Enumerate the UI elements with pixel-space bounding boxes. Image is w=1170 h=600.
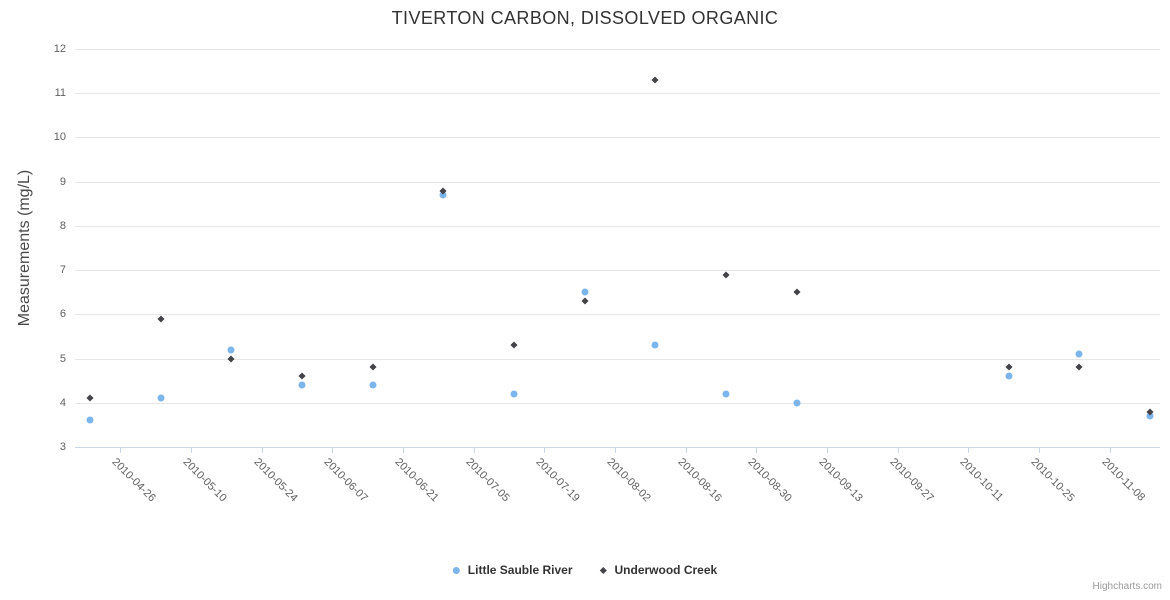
data-point-diamond[interactable] [793,288,801,296]
highcharts-credit-link[interactable]: Highcharts.com [1092,581,1162,592]
data-point-circle[interactable] [510,390,518,398]
y-gridline [75,181,1160,183]
data-point-diamond[interactable] [722,270,730,279]
x-axis-tick-label: 2010-08-02 [604,456,653,505]
data-point-circle[interactable] [722,390,730,398]
data-point-circle[interactable] [86,416,94,424]
x-axis-tick-label: 2010-06-21 [392,456,441,505]
x-axis-tick-label: 2010-08-30 [745,456,795,505]
x-axis-tick [968,448,970,453]
data-point-diamond[interactable] [157,315,165,323]
y-gridline [75,270,1160,272]
y-gridline [75,225,1160,227]
data-point-diamond[interactable] [369,363,377,371]
y-gridline [75,314,1160,316]
y-axis-tick-label: 8 [59,219,66,232]
y-gridline [75,137,1160,139]
data-point-diamond[interactable] [86,394,94,402]
y-axis-tick-label: 7 [59,264,66,277]
legend: Little Sauble River Underwood Creek [452,562,718,579]
y-axis-tick-label: 3 [59,441,66,453]
data-point-diamond[interactable] [1075,363,1083,371]
x-axis-tick [403,448,405,453]
y-axis-tick-label: 5 [59,352,66,365]
x-axis-tick-label: 2010-07-05 [463,456,512,505]
x-axis-tick-label: 2010-05-10 [180,456,229,505]
x-axis-tick [332,448,334,453]
legend-item-label: Little Sauble River [467,563,573,577]
x-axis-tick-label: 2010-08-16 [675,456,724,505]
y-gridline [75,93,1160,95]
data-point-circle[interactable] [793,399,801,407]
y-gridline [75,402,1160,404]
x-axis-tick-label: 2010-09-27 [887,456,936,505]
y-axis-tick-label: 9 [59,175,66,188]
chart-title: TIVERTON CARBON, DISSOLVED ORGANIC [391,8,779,28]
legend-item[interactable]: Little Sauble River [452,562,573,579]
data-point-circle[interactable] [157,394,165,402]
x-axis-tick [1038,448,1040,453]
data-point-circle[interactable] [1075,350,1083,358]
data-point-diamond[interactable] [651,76,659,84]
y-axis-tick-label: 4 [59,396,66,409]
data-point-circle[interactable] [651,341,659,349]
x-axis-tick [897,448,899,453]
x-axis-tick [261,448,263,453]
y-axis-tick-label: 12 [53,43,66,55]
data-point-diamond[interactable] [581,297,589,305]
x-axis-tick [685,448,687,453]
x-axis-tick [1109,448,1111,453]
data-point-diamond[interactable] [298,372,306,380]
x-axis-tick [826,448,828,453]
data-point-circle[interactable] [439,191,447,199]
data-point-circle[interactable] [298,381,306,389]
x-axis-tick-label: 2010-07-19 [533,456,583,505]
data-point-circle[interactable] [581,288,589,296]
data-point-diamond[interactable] [1005,363,1013,371]
x-axis-tick [191,448,193,453]
data-point-circle[interactable] [1005,372,1013,380]
legend-item[interactable]: Underwood Creek [599,562,718,579]
y-axis-tick-label: 6 [59,308,66,321]
y-axis-title: Measurements (mg/L) [16,169,33,327]
x-axis-tick [614,448,616,453]
x-axis-tick-label: 2010-05-24 [251,456,300,505]
x-axis-tick [544,448,546,453]
x-axis-tick-label: 2010-06-07 [321,456,371,505]
data-point-circle[interactable] [369,381,377,389]
plot-area [75,49,1160,448]
circle-marker-icon [452,567,460,574]
x-axis-tick [120,448,122,453]
diamond-marker-icon [599,566,607,575]
x-axis-tick [473,448,475,453]
x-axis-tick-label: 2010-09-13 [816,456,865,505]
y-gridline [75,49,1160,50]
y-axis-tick-label: 10 [53,131,66,144]
y-axis-tick-label: 11 [54,87,66,100]
x-axis-tick [756,448,758,453]
data-point-diamond[interactable] [510,341,518,349]
x-axis-tick-label: 2010-10-25 [1028,456,1077,505]
data-point-circle[interactable] [1146,412,1154,420]
legend-item-label: Underwood Creek [614,563,718,577]
y-gridline [75,358,1160,360]
x-axis-tick-label: 2010-11-08 [1099,456,1147,504]
data-point-circle[interactable] [227,346,235,354]
x-axis-tick-label: 2010-04-26 [109,456,159,505]
data-point-diamond[interactable] [227,355,235,363]
x-axis-tick-label: 2010-10-11 [957,456,1006,504]
